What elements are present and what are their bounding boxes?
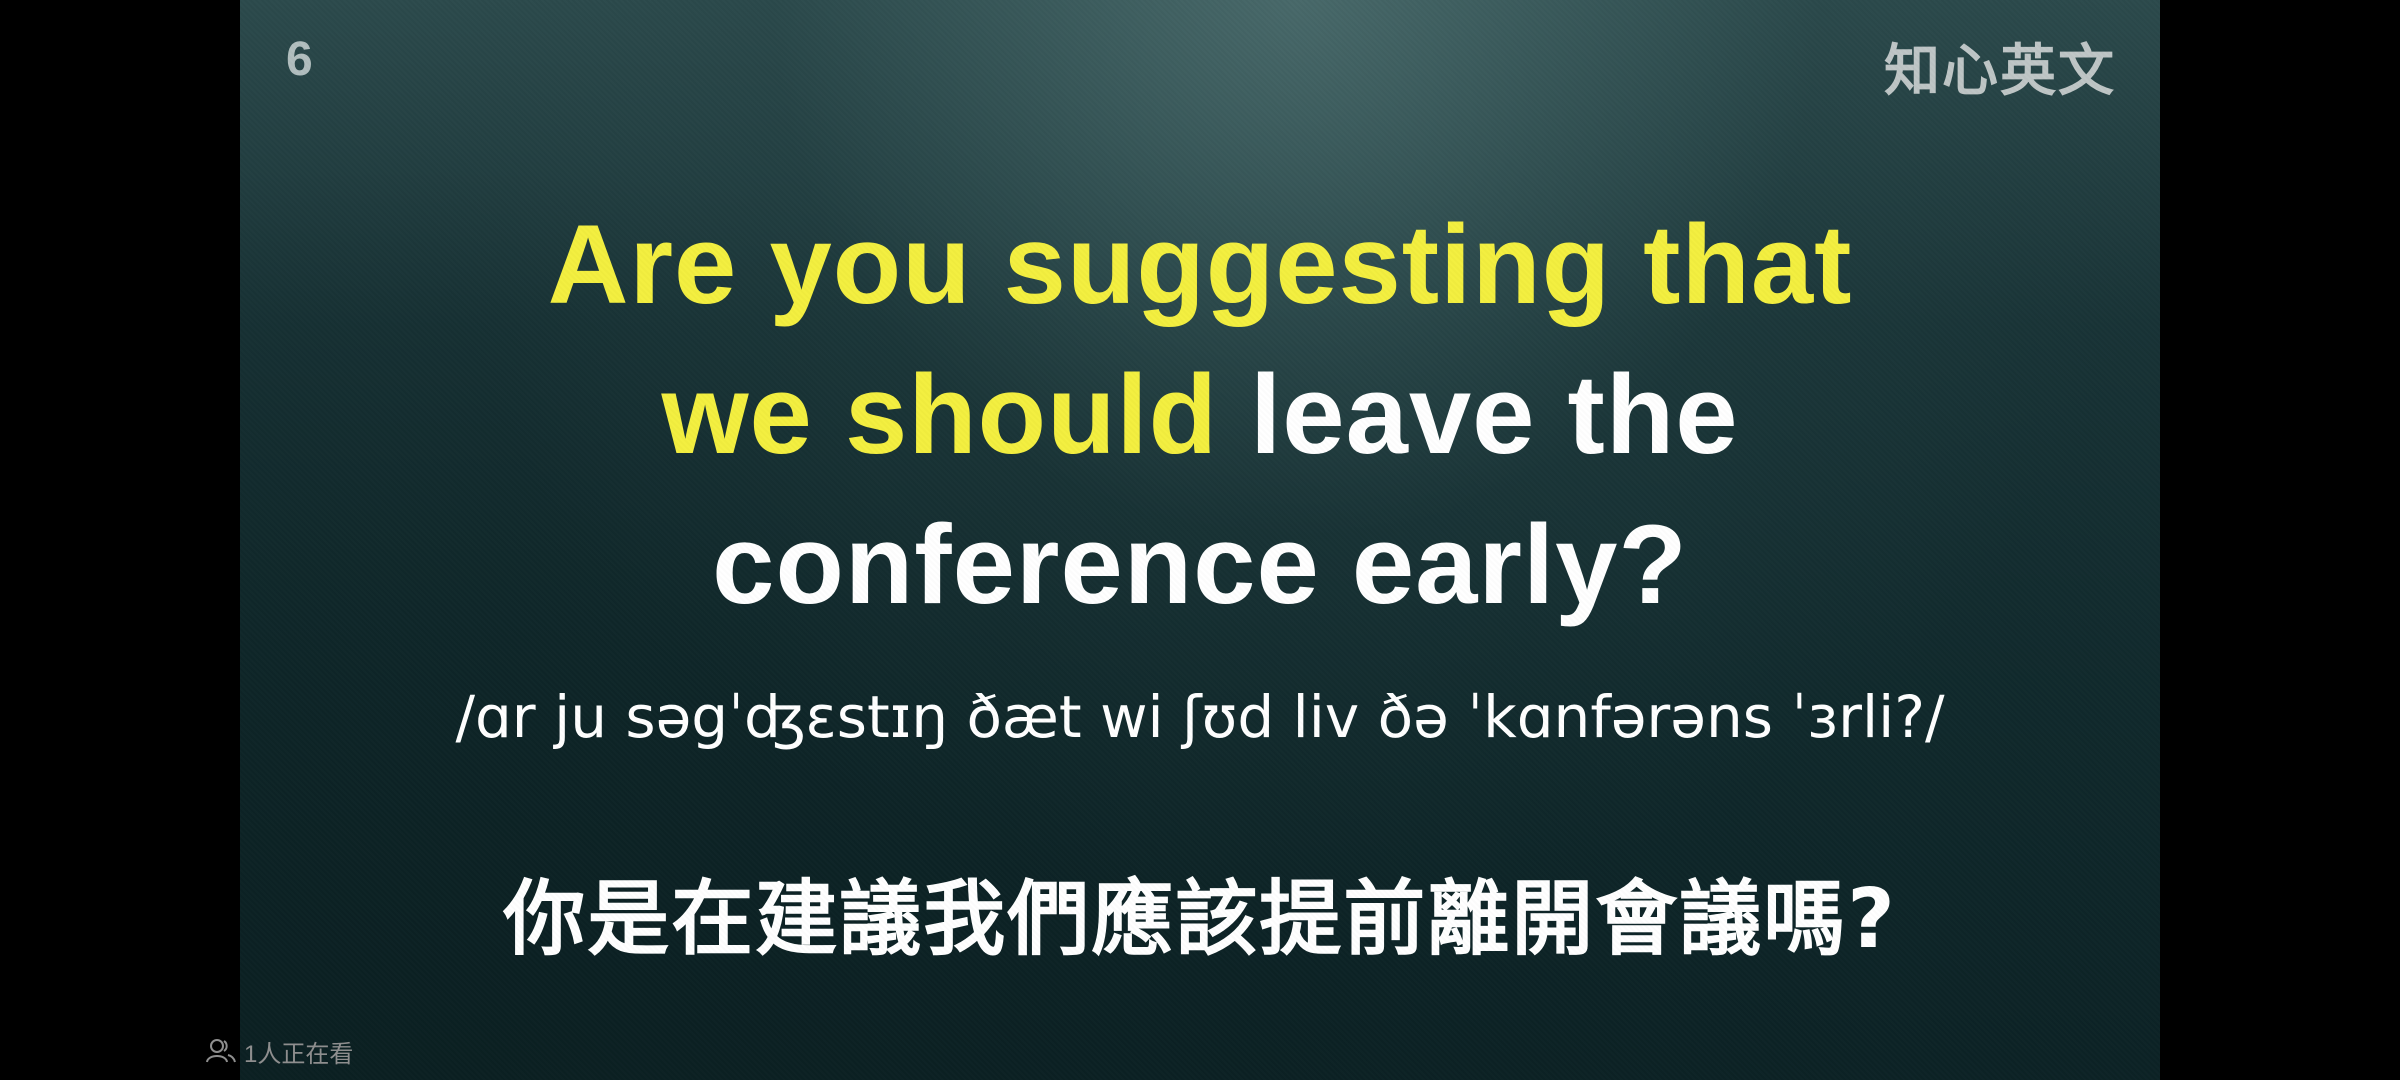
channel-watermark: 知心英文	[1884, 39, 2116, 102]
chinese-translation: 你是在建議我們應該提前離開會議嗎?	[503, 872, 1897, 967]
episode-number: 6	[286, 33, 313, 86]
ipa-transcription: /ɑr ju səgˈʤɛstɪŋ ðæt wi ʃʊd liv ðə ˈkɑn…	[455, 683, 1945, 751]
sentence-line-1: Are you suggesting that	[240, 190, 2160, 340]
sentence-line-2: we should leave the	[240, 340, 2160, 490]
english-sentence: Are you suggesting that we should leave …	[240, 190, 2160, 640]
highlighted-text: Are you suggesting that	[547, 202, 1853, 327]
viewer-count-label: 1人正在看	[244, 1040, 354, 1068]
highlighted-text: we should	[661, 352, 1219, 477]
plain-text: conference early?	[712, 502, 1688, 627]
people-icon	[206, 1038, 236, 1064]
sentence-line-3: conference early?	[240, 490, 2160, 640]
viewer-count: 1人正在看	[206, 1034, 353, 1068]
plain-text: leave the	[1250, 352, 1739, 477]
video-player[interactable]: 6 知心英文 Are you suggesting that we should…	[240, 0, 2160, 1080]
